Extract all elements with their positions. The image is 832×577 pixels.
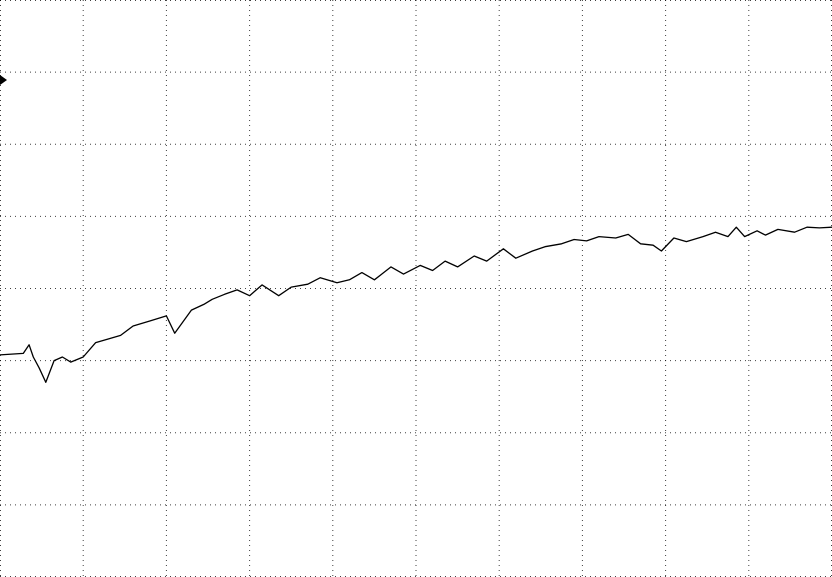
trigger-arrow-icon xyxy=(0,75,7,85)
trigger-level-marker xyxy=(0,75,7,85)
series-line xyxy=(0,226,832,383)
series-group xyxy=(0,226,832,383)
